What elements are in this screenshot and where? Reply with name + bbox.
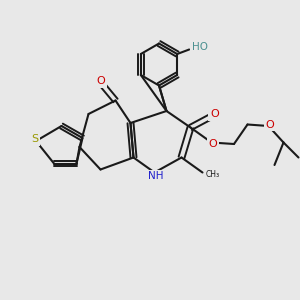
Text: HO: HO	[192, 42, 208, 52]
Text: S: S	[31, 134, 38, 145]
Text: NH: NH	[148, 171, 164, 181]
Text: O: O	[96, 76, 105, 86]
Text: O: O	[266, 119, 274, 130]
Text: CH₃: CH₃	[206, 170, 220, 179]
Text: O: O	[208, 139, 217, 149]
Text: O: O	[210, 109, 219, 119]
